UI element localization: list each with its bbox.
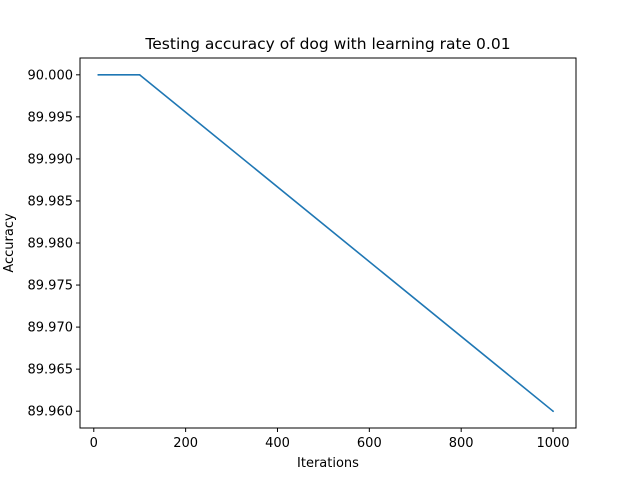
y-tick-label: 89.965 [28, 363, 74, 378]
y-tick-label: 89.995 [28, 110, 74, 125]
chart-title: Testing accuracy of dog with learning ra… [144, 35, 510, 53]
y-tick-label: 89.990 [28, 152, 74, 167]
ticks-layer: 0 200 400 600 800 1000 89.960 89.965 89.970 89.97… [28, 68, 570, 451]
y-tick-label: 89.980 [28, 237, 74, 252]
y-tick-label: 90.000 [28, 68, 74, 83]
x-tick-label: 1000 [536, 436, 569, 451]
x-tick-label: 800 [449, 436, 474, 451]
x-tick-label: 0 [90, 436, 98, 451]
x-tick-label: 600 [357, 436, 382, 451]
y-tick-label: 89.960 [28, 405, 74, 420]
data-point [138, 74, 141, 76]
y-tick-label: 89.970 [28, 321, 74, 336]
y-tick-label: 89.985 [28, 194, 74, 209]
plot-frame [79, 57, 577, 429]
series-layer [97, 74, 555, 413]
x-tick-label: 400 [265, 436, 290, 451]
x-tick-label: 200 [173, 436, 198, 451]
x-axis-label: Iterations [297, 456, 359, 471]
data-point [97, 74, 100, 76]
y-axis-label: Accuracy [2, 213, 17, 273]
data-point [552, 410, 554, 412]
y-tick-label: 89.975 [28, 279, 74, 294]
